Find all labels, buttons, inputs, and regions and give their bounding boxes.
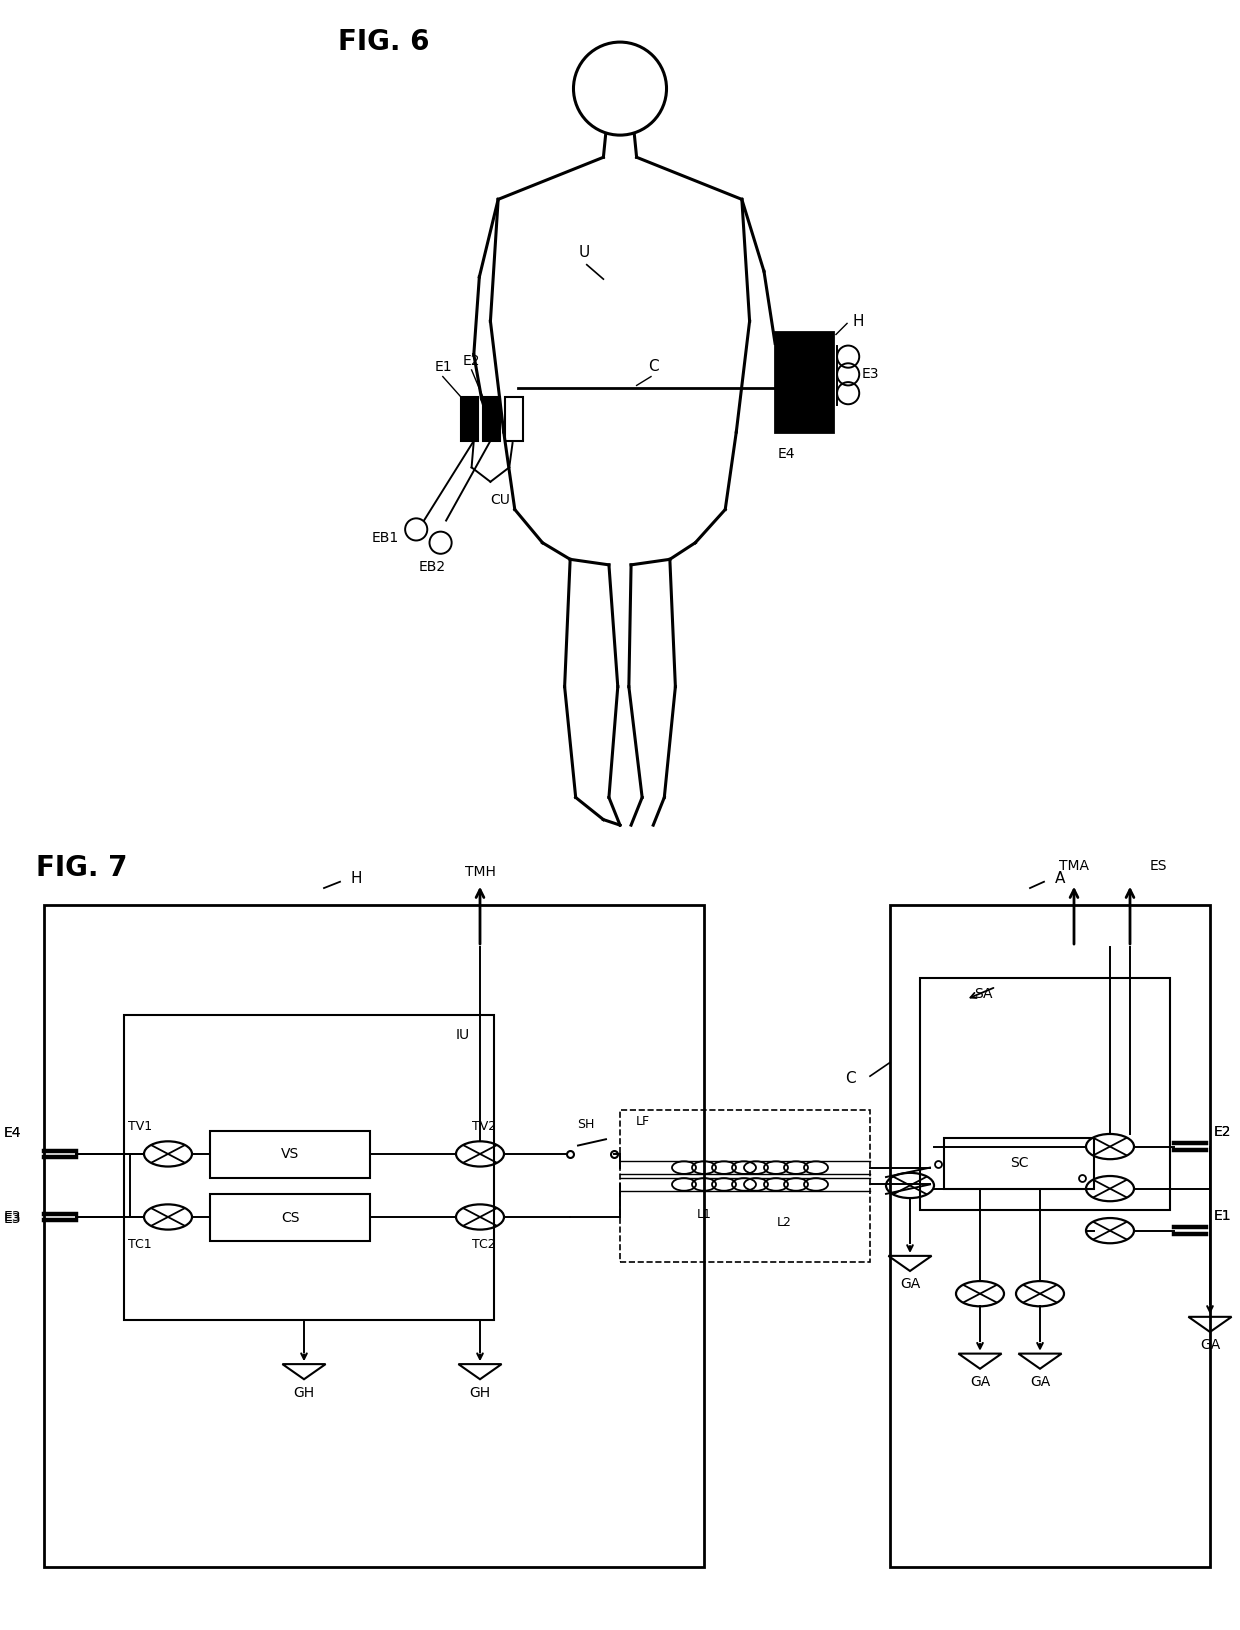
Text: H: H <box>853 313 864 329</box>
Text: E3: E3 <box>4 1213 21 1226</box>
Text: L1: L1 <box>697 1208 712 1221</box>
Text: E4: E4 <box>4 1126 21 1139</box>
Text: E2: E2 <box>1214 1125 1231 1139</box>
Text: TC1: TC1 <box>128 1239 151 1250</box>
Text: CU: CU <box>490 492 511 507</box>
Bar <box>505 396 522 440</box>
Text: L2: L2 <box>776 1216 791 1229</box>
Text: IU: IU <box>456 1029 470 1042</box>
Text: TV1: TV1 <box>128 1120 153 1133</box>
Text: GH: GH <box>294 1386 315 1400</box>
Bar <box>43 905 704 1566</box>
Text: ES: ES <box>1149 859 1167 874</box>
Text: TMH: TMH <box>465 864 496 879</box>
Bar <box>210 1193 370 1240</box>
Text: EB2: EB2 <box>418 561 445 574</box>
Text: FIG. 7: FIG. 7 <box>36 854 128 882</box>
Bar <box>460 396 479 440</box>
Text: GH: GH <box>470 1386 491 1400</box>
Text: E4: E4 <box>777 447 795 461</box>
Text: E1: E1 <box>435 360 453 375</box>
Bar <box>775 333 832 432</box>
Text: GA: GA <box>970 1376 990 1389</box>
Text: LF: LF <box>636 1115 650 1128</box>
Text: SA: SA <box>973 988 992 1001</box>
Bar <box>482 396 501 440</box>
Text: TV2: TV2 <box>472 1120 496 1133</box>
Bar <box>944 1138 1094 1188</box>
Text: H: H <box>350 870 362 887</box>
Text: E4: E4 <box>4 1126 21 1139</box>
Text: E2: E2 <box>1214 1125 1231 1139</box>
Text: C: C <box>844 1071 856 1086</box>
Text: VS: VS <box>281 1148 299 1162</box>
Bar <box>620 1110 870 1262</box>
Text: E1: E1 <box>1214 1209 1231 1222</box>
Text: E2: E2 <box>463 354 480 368</box>
Text: E3: E3 <box>862 367 879 381</box>
Text: GA: GA <box>1200 1338 1220 1353</box>
Bar <box>920 978 1171 1209</box>
Bar <box>210 1131 370 1178</box>
Text: TC2: TC2 <box>472 1239 496 1250</box>
Text: E3: E3 <box>4 1209 21 1224</box>
Text: SC: SC <box>1009 1156 1028 1170</box>
Text: CS: CS <box>280 1211 299 1224</box>
Text: GA: GA <box>1030 1376 1050 1389</box>
Text: EB1: EB1 <box>372 531 399 546</box>
Bar <box>890 905 1210 1566</box>
Text: TMA: TMA <box>1059 859 1089 874</box>
Text: SH: SH <box>578 1118 595 1131</box>
Text: FIG. 6: FIG. 6 <box>337 28 429 55</box>
Bar <box>124 1015 494 1320</box>
Text: E1: E1 <box>1214 1209 1231 1222</box>
Text: C: C <box>649 359 658 375</box>
Text: A: A <box>1055 870 1065 887</box>
Text: GA: GA <box>900 1278 920 1291</box>
Text: U: U <box>579 244 590 261</box>
